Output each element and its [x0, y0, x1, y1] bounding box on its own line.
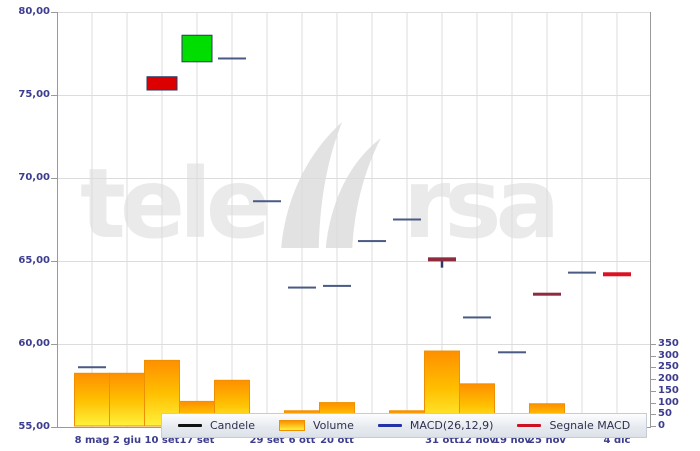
- signal-dash: [603, 272, 631, 277]
- x-axis-label: 10 set: [144, 435, 180, 446]
- volume-axis-label: 50: [658, 408, 672, 419]
- x-axis-label: 19 nov: [493, 435, 531, 446]
- x-axis-label: 12 nov: [458, 435, 496, 446]
- x-axis-label: 20 ott: [320, 435, 354, 446]
- x-axis-label: 8 mag: [74, 435, 110, 446]
- candle-up: [181, 34, 213, 63]
- volume-axis-label: 0: [658, 420, 665, 431]
- price-axis-label: 60,00: [18, 338, 50, 349]
- x-axis-label: 2 giu: [112, 435, 142, 446]
- watermark: tele rsa: [80, 116, 560, 260]
- x-axis-label: 25 nov: [528, 435, 566, 446]
- x-axis-label: 6 ott: [288, 435, 316, 446]
- signal-dark-dash: [533, 292, 561, 296]
- volume-axis-label: 300: [658, 350, 679, 361]
- macd-dash: [288, 286, 316, 289]
- legend-label-segnale-macd: Segnale MACD: [549, 419, 631, 432]
- x-axis-label: 4 dic: [603, 435, 631, 446]
- x-axis-label: 31 ott: [425, 435, 459, 446]
- signal-dark-dash: [428, 257, 456, 262]
- x-axis-label: 17 set: [179, 435, 215, 446]
- legend-label-macd: MACD(26,12,9): [409, 419, 494, 432]
- volume-axis-label: 150: [658, 385, 679, 396]
- legend-swatch-candele: [178, 424, 202, 427]
- price-axis-label: 65,00: [18, 255, 50, 266]
- price-axis-label: 70,00: [18, 172, 50, 183]
- legend: Candele Volume MACD(26,12,9) Segnale MACD: [161, 413, 648, 438]
- legend-label-candele: Candele: [210, 419, 255, 432]
- watermark-text-right: rsa: [403, 147, 560, 260]
- macd-dash: [78, 366, 106, 369]
- volume-axis-label: 350: [658, 338, 679, 349]
- macd-dash: [463, 316, 491, 319]
- legend-swatch-macd: [377, 424, 402, 427]
- macd-dash: [393, 218, 421, 221]
- legend-item-segnale-macd: Segnale MACD: [517, 419, 630, 432]
- price-axis-label: 55,00: [18, 421, 50, 432]
- volume-bar: [74, 372, 110, 427]
- price-axis-label: 75,00: [18, 89, 50, 100]
- legend-swatch-volume: [278, 420, 305, 431]
- macd-dash: [218, 57, 246, 60]
- volume-axis-label: 100: [658, 397, 679, 408]
- macd-dash: [568, 271, 596, 274]
- x-axis-label: 29 set: [249, 435, 285, 446]
- legend-item-volume: Volume: [278, 419, 354, 432]
- volume-axis-label: 200: [658, 373, 679, 384]
- legend-item-macd: MACD(26,12,9): [377, 419, 494, 432]
- legend-item-candele: Candele: [178, 419, 255, 432]
- watermark-text-left: tele: [80, 147, 271, 260]
- sail-logo-icon: [281, 122, 381, 248]
- macd-dash: [498, 351, 526, 354]
- legend-swatch-segnale-macd: [517, 424, 542, 427]
- macd-dash: [323, 284, 351, 287]
- legend-label-volume: Volume: [312, 419, 354, 432]
- candle-down: [146, 76, 178, 91]
- macd-dash: [253, 200, 281, 203]
- macd-dash: [358, 240, 386, 243]
- volume-bar: [109, 372, 145, 427]
- volume-axis-label: 250: [658, 361, 679, 372]
- price-axis-label: 80,00: [18, 6, 50, 17]
